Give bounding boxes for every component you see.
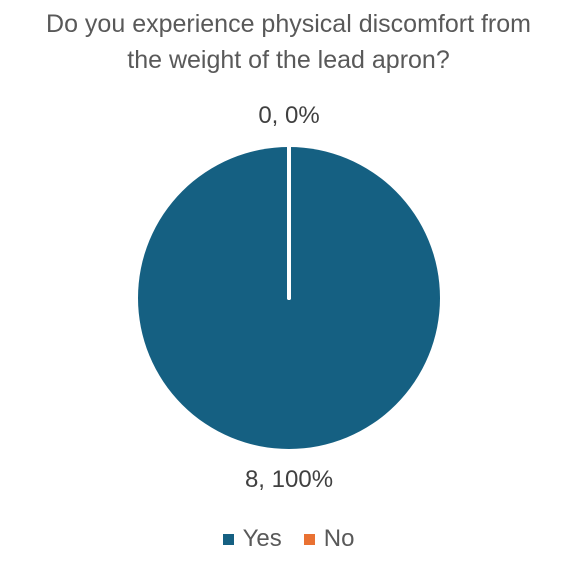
legend-item-no: No [303,525,355,553]
legend-swatch-yes [222,533,234,545]
chart-title: Do you experience physical discomfort fr… [0,6,577,78]
legend-label-no: No [323,525,355,552]
legend-item-yes: Yes [222,525,282,553]
data-label-yes: 8, 100% [244,466,334,493]
chart-title-line-2: the weight of the lead apron? [127,46,450,74]
legend: Yes No [0,525,577,553]
legend-label-yes: Yes [242,525,282,552]
legend-swatch-no [303,533,315,545]
chart-title-line-1: Do you experience physical discomfort fr… [46,10,531,38]
data-label-no: 0, 0% [258,102,320,129]
